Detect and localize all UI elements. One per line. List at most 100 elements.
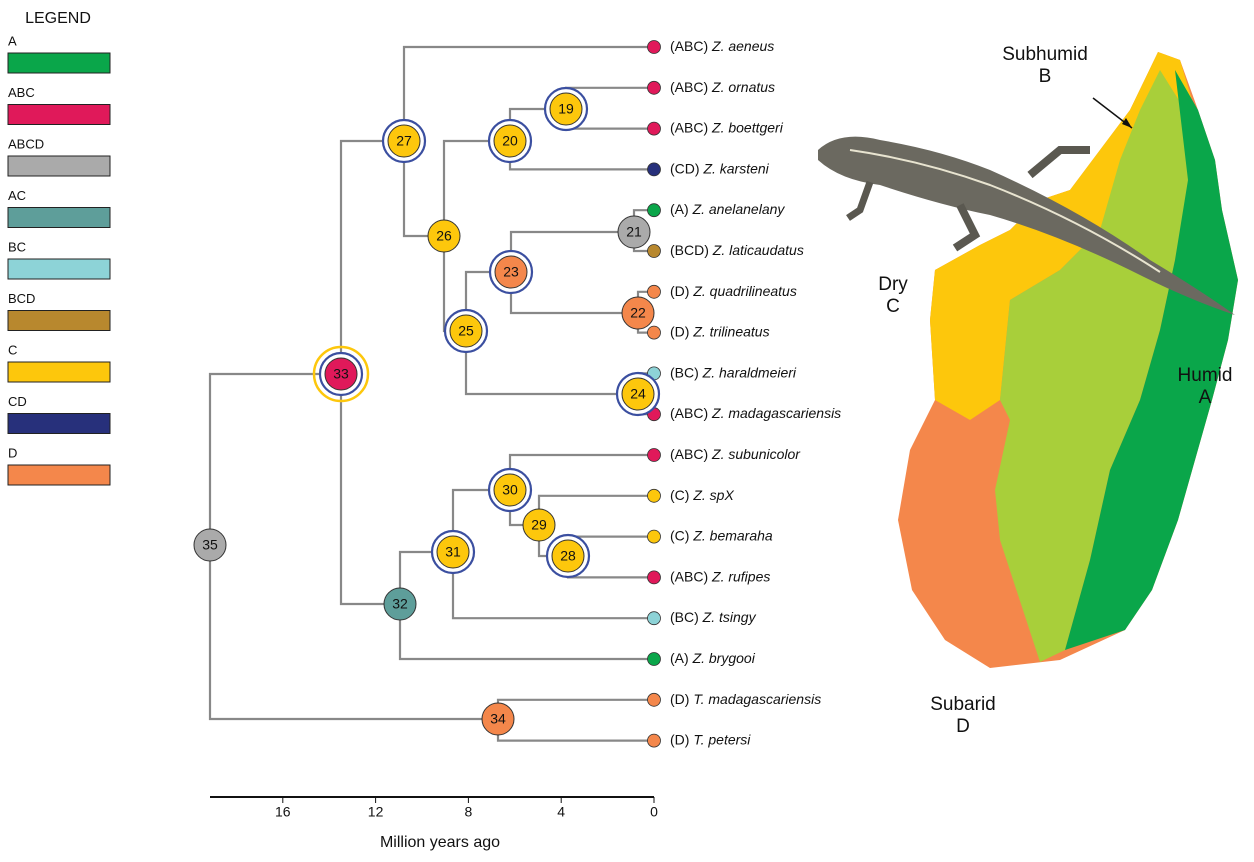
axis-tick-label: 0 [650,804,658,820]
map [818,52,1238,668]
axis-tick-label: 8 [465,804,473,820]
legend-swatch [8,105,110,125]
tip-name: Z. boettgeri [711,119,784,135]
map-zone-name: Humid [1178,365,1233,386]
tip-name: Z. bemaraha [692,527,773,543]
tip-label: (ABC) Z. ornatus [670,79,775,95]
branch [510,455,654,490]
node-label: 35 [202,537,218,553]
tip-region: (BC) [670,609,699,625]
legend-swatch [8,53,110,73]
branch [498,700,654,719]
node-label: 28 [560,548,576,564]
legend-label: ABC [8,85,35,100]
legend-label: ABCD [8,136,44,151]
tip-marker [648,326,661,339]
legend-swatch [8,156,110,176]
tip-label: (BCD) Z. laticaudatus [670,242,804,258]
tip-name: Z. quadrilineatus [692,283,797,299]
tip-name: T. madagascariensis [693,691,821,707]
branch [539,496,654,525]
tip-name: Z. madagascariensis [711,405,841,421]
tip-marker [648,571,661,584]
tip-name: Z. tsingy [702,609,757,625]
tip-name: Z. spX [692,487,734,503]
tip-label: (ABC) Z. subunicolor [670,446,801,462]
node-label: 26 [436,228,452,244]
legend-label: AC [8,188,26,203]
legend-label: A [8,33,17,48]
tip-region: (D) [670,731,689,747]
tip-region: (CD) [670,160,700,176]
node-label: 29 [531,517,547,533]
tip-region: (ABC) [670,79,708,95]
tip-name: T. petersi [693,731,751,747]
tip-marker [648,693,661,706]
map-zone-name: Dry [878,274,908,295]
node-label: 19 [558,101,574,117]
legend-label: BCD [8,291,35,306]
axis-label: Million years ago [380,834,500,851]
tip-label: (D) T. madagascariensis [670,691,821,707]
branch [400,604,654,659]
map-zone-code: C [886,296,900,317]
legend-swatch [8,362,110,382]
axis-tick-label: 4 [557,804,565,820]
tip-label: (A) Z. brygooi [670,650,756,666]
legend-title: LEGEND [25,10,91,27]
tip-region: (ABC) [670,119,708,135]
tip-label: (BC) Z. haraldmeieri [670,364,797,380]
tip-name: Z. aeneus [711,38,774,54]
tip-label: (BC) Z. tsingy [670,609,757,625]
branch [404,47,654,141]
node-label: 32 [392,596,408,612]
node-label: 25 [458,323,474,339]
tip-label: (A) Z. anelanelany [670,201,785,217]
tip-region: (ABC) [670,405,708,421]
branch [341,374,400,604]
tip-region: (ABC) [670,446,708,462]
map-zone-code: D [956,716,970,737]
tip-label: (ABC) Z. rufipes [670,568,770,584]
tip-name: Z. laticaudatus [712,242,804,258]
node-label: 20 [502,133,518,149]
legend-label: D [8,445,17,460]
axis-tick-label: 16 [275,804,291,820]
node-label: 33 [333,366,349,382]
legend-swatch [8,311,110,331]
tip-marker [648,449,661,462]
tip-label: (ABC) Z. boettgeri [670,119,784,135]
tip-marker [648,734,661,747]
tip-region: (D) [670,283,689,299]
tip-marker [648,41,661,54]
tip-region: (BC) [670,364,699,380]
tip-label: (D) Z. trilineatus [670,323,770,339]
tip-label: (C) Z. bemaraha [670,527,773,543]
node-label: 24 [630,386,646,402]
tip-region: (A) [670,201,689,217]
tip-marker [648,204,661,217]
tip-marker [648,530,661,543]
map-zone-code: A [1199,387,1212,408]
map-zone-name: Subarid [930,694,996,715]
tip-region: (BCD) [670,242,709,258]
tip-marker [648,163,661,176]
branch [210,374,341,545]
legend-swatch [8,414,110,434]
figure: Million years ago LEGEND AABCABCDACBCBCD… [0,0,1254,857]
tip-label: (D) T. petersi [670,731,751,747]
tip-marker [648,653,661,666]
legend-swatch [8,208,110,228]
node-label: 27 [396,133,412,149]
tip-label: (ABC) Z. aeneus [670,38,774,54]
tip-region: (C) [670,487,689,503]
tip-name: Z. subunicolor [711,446,801,462]
tip-label: (D) Z. quadrilineatus [670,283,797,299]
tip-marker [648,489,661,502]
tip-name: Z. anelanelany [692,201,786,217]
node-label: 31 [445,544,461,560]
tip-label: (C) Z. spX [670,487,734,503]
tip-marker [648,81,661,94]
tip-region: (D) [670,691,689,707]
tip-marker [648,612,661,625]
